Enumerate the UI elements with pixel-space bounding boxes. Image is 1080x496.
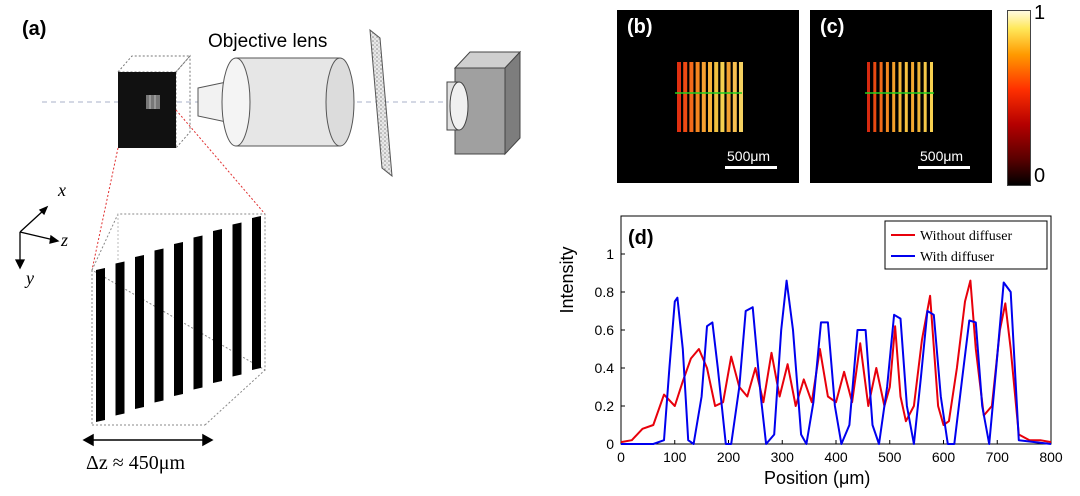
- axes-icon: [16, 207, 58, 268]
- stripe-mark: [702, 62, 706, 132]
- colorbar-min-label: 0: [1034, 165, 1045, 188]
- scale-bar-c: [918, 166, 970, 169]
- y-tick-label: 0.2: [595, 398, 615, 414]
- stripe-mark: [714, 62, 718, 132]
- panel-label-d: (d): [628, 227, 654, 250]
- camera-icon: [447, 52, 520, 154]
- stripe-mark: [892, 62, 895, 132]
- stripe-mark: [873, 62, 876, 132]
- y-tick-label: 0.4: [595, 360, 615, 376]
- x-tick-label: 800: [1039, 449, 1063, 465]
- stripe-mark: [720, 62, 724, 132]
- y-tick-label: 0.8: [595, 284, 615, 300]
- objective-lens: [198, 58, 354, 146]
- image-panel-c: (c) 500μm: [810, 10, 992, 183]
- stripe-mark: [708, 62, 712, 132]
- stripe-mark: [917, 62, 920, 132]
- grating-stripe: [233, 223, 242, 377]
- grating-stripe: [194, 236, 203, 390]
- stripe-mark: [867, 62, 870, 132]
- stripe-mark: [886, 62, 889, 132]
- y-tick-label: 0.6: [595, 322, 615, 338]
- grating-stripe: [116, 262, 125, 416]
- axis-z-label: z: [61, 230, 68, 251]
- axis-y-label: y: [26, 268, 34, 289]
- sample-block: [92, 214, 265, 425]
- stripe-mark: [696, 62, 700, 132]
- x-tick-label: 700: [986, 449, 1010, 465]
- stripe-mark: [733, 62, 737, 132]
- grating-stripe: [135, 255, 144, 409]
- stripe-mark: [930, 62, 933, 132]
- x-tick-label: 400: [824, 449, 848, 465]
- x-tick-label: 500: [878, 449, 902, 465]
- stripe-mark: [689, 62, 693, 132]
- y-tick-label: 0: [606, 436, 614, 452]
- setup-diagram: [0, 0, 600, 496]
- y-axis-label: Intensity: [557, 220, 578, 340]
- colorbar-max-label: 1: [1034, 2, 1045, 25]
- stripe-mark: [899, 62, 902, 132]
- grating-image-b: [617, 10, 799, 183]
- x-tick-label: 600: [932, 449, 956, 465]
- objective-lens-label: Objective lens: [208, 31, 327, 53]
- stripe-mark: [683, 62, 687, 132]
- x-tick-label: 100: [663, 449, 687, 465]
- stripe-mark: [727, 62, 731, 132]
- x-tick-label: 0: [617, 449, 625, 465]
- grating-image-c: [810, 10, 992, 183]
- grating-stripe: [174, 242, 183, 396]
- x-axis-label: Position (μm): [764, 468, 870, 489]
- legend-label: With diffuser: [920, 250, 995, 265]
- stripe-mark: [880, 62, 883, 132]
- x-tick-label: 200: [717, 449, 741, 465]
- x-tick-label: 300: [771, 449, 795, 465]
- axis-x-label: x: [58, 180, 66, 201]
- stripe-mark: [739, 62, 743, 132]
- grating-stripe: [96, 268, 105, 422]
- grating-stripes: [96, 216, 261, 422]
- y-tick-label: 1: [606, 246, 614, 262]
- scale-label-b: 500μm: [727, 148, 770, 164]
- image-panel-b: (b) 500μm: [617, 10, 799, 183]
- colorbar: [1007, 10, 1031, 186]
- depth-label: Δz ≈ 450μm: [86, 452, 185, 475]
- intensity-chart: 0 100 200 300 400 500 600 700 80000.20.40.60.81 …: [545, 205, 1075, 496]
- stripe-mark: [905, 62, 908, 132]
- stripe-mark: [677, 62, 681, 132]
- stripe-mark: [924, 62, 927, 132]
- scale-bar-b: [725, 166, 777, 169]
- depth-arrow: [84, 435, 212, 445]
- zoom-line-left: [92, 148, 118, 270]
- grating-stripe: [155, 249, 164, 403]
- legend-label: Without diffuser: [920, 229, 1012, 244]
- grating-stripe: [252, 216, 261, 370]
- diffuser-plate: [370, 30, 392, 176]
- stripe-mark: [911, 62, 914, 132]
- grating-stripe: [213, 229, 222, 383]
- scale-label-c: 500μm: [920, 148, 963, 164]
